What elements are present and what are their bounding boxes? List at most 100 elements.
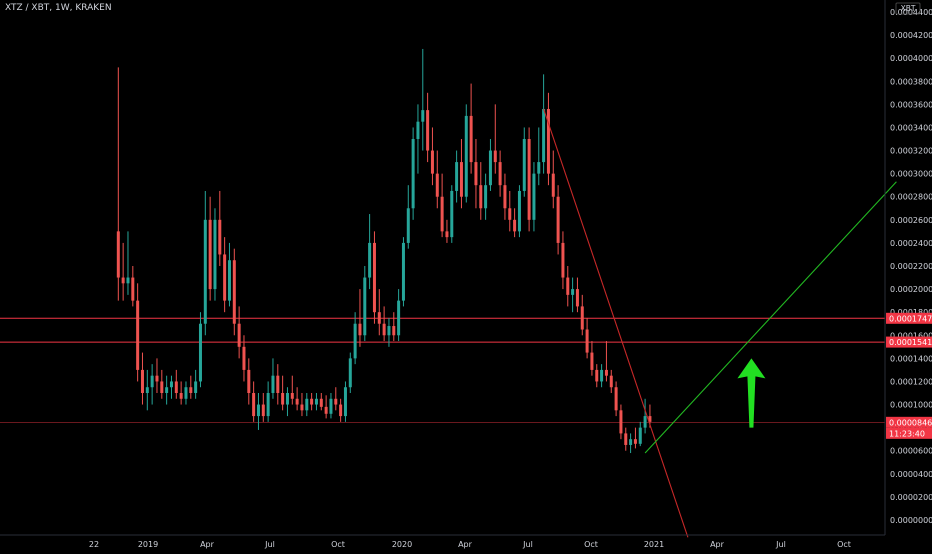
price-tick-label: 0.0002400 bbox=[890, 239, 932, 248]
candle bbox=[411, 127, 415, 220]
candle bbox=[571, 277, 575, 313]
candle-body bbox=[305, 398, 309, 411]
price-tick-label: 0.0001200 bbox=[890, 377, 932, 386]
candle bbox=[203, 190, 207, 336]
candle-body bbox=[469, 115, 473, 163]
candle bbox=[542, 74, 546, 174]
candle-body bbox=[580, 306, 584, 330]
candle bbox=[242, 335, 246, 382]
candle-body bbox=[595, 369, 599, 382]
candle-body bbox=[194, 381, 198, 393]
candle-body bbox=[281, 393, 285, 405]
candle-body bbox=[261, 404, 265, 417]
unit-badge-label: XBT bbox=[901, 4, 916, 13]
time-tick-label: Oct bbox=[331, 540, 345, 549]
candle-body bbox=[271, 375, 275, 393]
price-tick-label: 0.0000400 bbox=[890, 470, 932, 479]
horizontal-levels bbox=[0, 317, 885, 423]
candle-body bbox=[126, 277, 130, 284]
candle bbox=[281, 375, 285, 411]
candle bbox=[401, 237, 405, 307]
candle bbox=[416, 104, 420, 174]
candle bbox=[392, 312, 396, 342]
candle bbox=[430, 127, 434, 186]
candle bbox=[131, 266, 135, 307]
candle bbox=[517, 185, 521, 238]
candle-body bbox=[160, 381, 164, 393]
candle bbox=[160, 369, 164, 399]
candle-body bbox=[169, 381, 173, 388]
candle bbox=[252, 381, 256, 422]
candle bbox=[155, 358, 159, 393]
current-price-badge-bg bbox=[886, 416, 932, 428]
candle bbox=[353, 312, 357, 365]
price-axis[interactable]: 0.0004400 0.0004200 0.0004000 0.0003800 0.00… bbox=[890, 2, 932, 525]
candle bbox=[348, 352, 352, 393]
candle bbox=[600, 364, 604, 388]
candle bbox=[126, 231, 130, 295]
candle-body bbox=[232, 260, 236, 324]
candle bbox=[256, 393, 260, 430]
candle-body bbox=[537, 162, 541, 174]
candle-body bbox=[227, 260, 231, 301]
candle-body bbox=[382, 323, 386, 336]
candle-body bbox=[208, 219, 212, 290]
candle bbox=[614, 381, 618, 417]
candle bbox=[527, 127, 531, 232]
time-tick-label: Jul bbox=[522, 540, 533, 549]
candle-body bbox=[276, 375, 280, 393]
time-tick-label: Oct bbox=[837, 540, 851, 549]
candle bbox=[580, 294, 584, 336]
price-tick-label: 0.0002800 bbox=[890, 193, 932, 202]
trendline-down[interactable] bbox=[543, 108, 689, 538]
price-tick-label: 0.0002000 bbox=[890, 285, 932, 294]
candle-body bbox=[387, 326, 391, 336]
candle bbox=[150, 364, 154, 405]
candle-body bbox=[600, 369, 604, 382]
candle-body bbox=[363, 277, 367, 336]
price-tick-label: 0.0002200 bbox=[890, 262, 932, 271]
time-tick-label: 2021 bbox=[644, 540, 664, 549]
candle-body bbox=[155, 375, 159, 382]
candle bbox=[455, 150, 459, 203]
level-badge-bg bbox=[886, 312, 932, 324]
candle-body bbox=[566, 277, 570, 295]
candle bbox=[643, 398, 647, 434]
candle-body bbox=[401, 242, 405, 301]
candle-body bbox=[324, 406, 328, 414]
candle-body bbox=[247, 369, 251, 393]
candle bbox=[169, 375, 173, 399]
trendline-up[interactable] bbox=[644, 181, 897, 454]
candle-body bbox=[604, 369, 608, 376]
candle-body bbox=[310, 398, 314, 405]
candle bbox=[208, 196, 212, 301]
candle bbox=[165, 375, 169, 405]
candle-body bbox=[556, 196, 560, 243]
candle-body bbox=[450, 190, 454, 238]
time-tick-label: 2020 bbox=[392, 540, 412, 549]
price-tick-label: 0.0003600 bbox=[890, 100, 932, 109]
candle bbox=[459, 139, 463, 209]
candle-body bbox=[392, 326, 396, 336]
price-badges: 0.0001747 0.0001541 0.0000846 11:23:40 bbox=[886, 312, 932, 439]
candle bbox=[382, 306, 386, 342]
candle bbox=[324, 395, 328, 419]
trendlines[interactable] bbox=[543, 108, 897, 538]
candle-body bbox=[242, 346, 246, 370]
candle-body bbox=[203, 219, 207, 324]
candle bbox=[295, 387, 299, 411]
candle bbox=[493, 104, 497, 174]
price-tick-label: 0.0003200 bbox=[890, 147, 932, 156]
candle-body bbox=[319, 398, 323, 407]
candle bbox=[551, 150, 555, 209]
unit-badge[interactable]: XBT bbox=[895, 2, 921, 15]
candle bbox=[522, 127, 526, 197]
time-axis[interactable]: 22 2019 Apr Jul Oct 2020 Apr Jul Oct 2021 Apr Jul Oc… bbox=[89, 540, 851, 549]
candle-body bbox=[397, 300, 401, 336]
candle bbox=[624, 427, 628, 451]
candle-body bbox=[585, 329, 589, 353]
price-tick-label: 0.0001800 bbox=[890, 308, 932, 317]
